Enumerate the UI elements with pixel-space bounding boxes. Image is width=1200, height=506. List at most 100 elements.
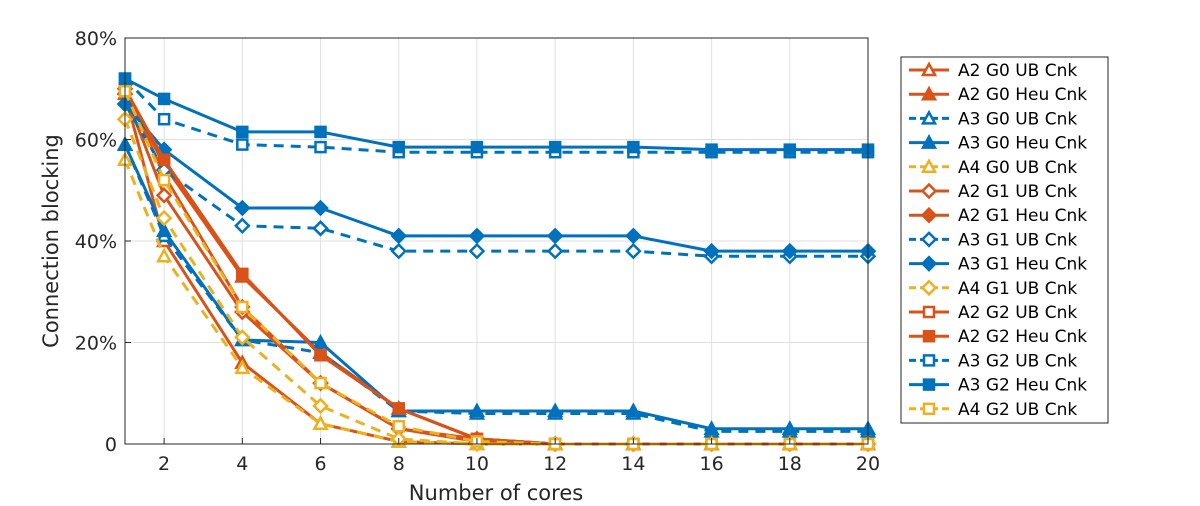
legend-item: A2 G2 UB Cnk (909, 303, 1077, 323)
data-point (314, 140, 327, 154)
legend-item: A2 G1 Heu Cnk (909, 206, 1087, 226)
x-tick-label: 8 (393, 453, 405, 475)
legend-marker (922, 378, 936, 391)
x-tick-label: 4 (236, 453, 248, 475)
legend-marker (920, 231, 938, 248)
data-point (625, 242, 642, 260)
data-point (705, 143, 718, 156)
legend-item: A2 G0 UB Cnk (909, 61, 1077, 81)
data-point (236, 267, 249, 281)
data-point (546, 242, 564, 260)
data-point (392, 402, 405, 415)
x-tick-label: 20 (856, 453, 880, 475)
legend-label: A2 G2 UB Cnk (958, 303, 1077, 323)
data-point (155, 222, 173, 238)
legend-label: A3 G0 Heu Cnk (958, 134, 1087, 154)
legend-item: A3 G2 UB Cnk (909, 351, 1077, 371)
data-point (157, 153, 171, 167)
data-point (625, 402, 642, 418)
legend-item: A2 G1 UB Cnk (909, 182, 1077, 202)
data-point (157, 92, 171, 106)
legend-label: A3 G1 UB Cnk (958, 230, 1077, 250)
legend-label: A3 G2 UB Cnk (958, 351, 1077, 371)
data-point (547, 402, 564, 418)
data-point (703, 420, 720, 436)
x-axis-label: Number of cores (409, 481, 583, 505)
legend-marker (920, 158, 938, 174)
x-tick-label: 6 (314, 453, 326, 475)
legend-marker (920, 109, 938, 125)
legend-label: A2 G0 Heu Cnk (958, 85, 1087, 105)
legend-marker (920, 85, 938, 101)
y-tick-label: 40% (75, 231, 117, 253)
y-tick-label: 80% (75, 28, 117, 50)
legend-item: A2 G2 Heu Cnk (909, 327, 1087, 347)
legend-marker (920, 182, 938, 200)
legend-marker (920, 133, 938, 149)
legend-label: A2 G1 Heu Cnk (958, 206, 1087, 226)
data-point (781, 420, 798, 436)
data-point (546, 227, 564, 245)
x-tick-label: 18 (778, 453, 802, 475)
x-tick-label: 14 (621, 453, 645, 475)
legend-item: A4 G2 UB Cnk (909, 400, 1077, 420)
data-point (234, 329, 251, 346)
data-point (783, 143, 797, 156)
data-point (627, 140, 640, 154)
legend-label: A4 G2 UB Cnk (958, 400, 1077, 420)
y-tick-label: 20% (75, 333, 117, 355)
legend-item: A3 G1 Heu Cnk (909, 255, 1087, 275)
legend-item: A4 G0 UB Cnk (909, 158, 1077, 178)
data-point (392, 140, 405, 154)
legend: A2 G0 UB Cnk A2 G0 Heu Cnk A3 G0 UB Cnk A3 … (900, 56, 1109, 424)
data-point (236, 138, 249, 151)
data-point (468, 242, 486, 260)
data-point (155, 187, 173, 204)
x-tick-label: 12 (543, 453, 567, 475)
legend-marker (922, 305, 936, 319)
legend-label: A4 G1 UB Cnk (958, 279, 1077, 299)
data-point (236, 125, 249, 139)
x-tick-label: 10 (465, 453, 489, 475)
legend-label: A2 G2 Heu Cnk (958, 327, 1087, 347)
series-line (123, 77, 868, 154)
legend-label: A3 G0 UB Cnk (958, 109, 1077, 129)
legend-label: A4 G0 UB Cnk (958, 158, 1077, 178)
data-point (234, 359, 251, 375)
data-point (236, 300, 249, 314)
data-point (392, 419, 405, 433)
x-tick-label: 16 (699, 453, 723, 475)
data-point (625, 227, 642, 245)
data-point (781, 242, 799, 260)
legend-item: A4 G1 UB Cnk (909, 279, 1077, 299)
data-point (234, 217, 251, 235)
data-point (312, 220, 329, 237)
data-point (548, 140, 562, 154)
data-point (312, 415, 329, 430)
y-tick-label: 60% (75, 130, 117, 152)
data-point (703, 242, 720, 260)
data-point (312, 397, 329, 415)
data-point (470, 140, 484, 154)
data-point (468, 227, 486, 245)
data-point (390, 227, 408, 245)
legend-marker (920, 279, 938, 297)
tick-labels: 2 4 6 8 10 12 14 16 18 20 0 20% 40% 60% 80% (75, 28, 880, 475)
data-point (155, 209, 173, 227)
data-point (312, 333, 329, 349)
legend-label: A2 G1 UB Cnk (958, 182, 1077, 202)
legend-item: A3 G0 Heu Cnk (909, 134, 1087, 154)
data-point (312, 199, 329, 217)
legend-marker (920, 61, 938, 77)
legend-item: A3 G0 UB Cnk (909, 109, 1077, 129)
data-point (314, 125, 327, 139)
legend-marker (920, 206, 938, 224)
data-point (314, 376, 327, 390)
legend-marker (922, 354, 936, 367)
y-tick-label: 0 (105, 434, 117, 456)
legend-label: A3 G2 Heu Cnk (958, 376, 1087, 396)
legend-item: A3 G2 Heu Cnk (909, 376, 1087, 396)
data-point (314, 348, 327, 362)
legend-item: A2 G0 Heu Cnk (909, 85, 1087, 105)
